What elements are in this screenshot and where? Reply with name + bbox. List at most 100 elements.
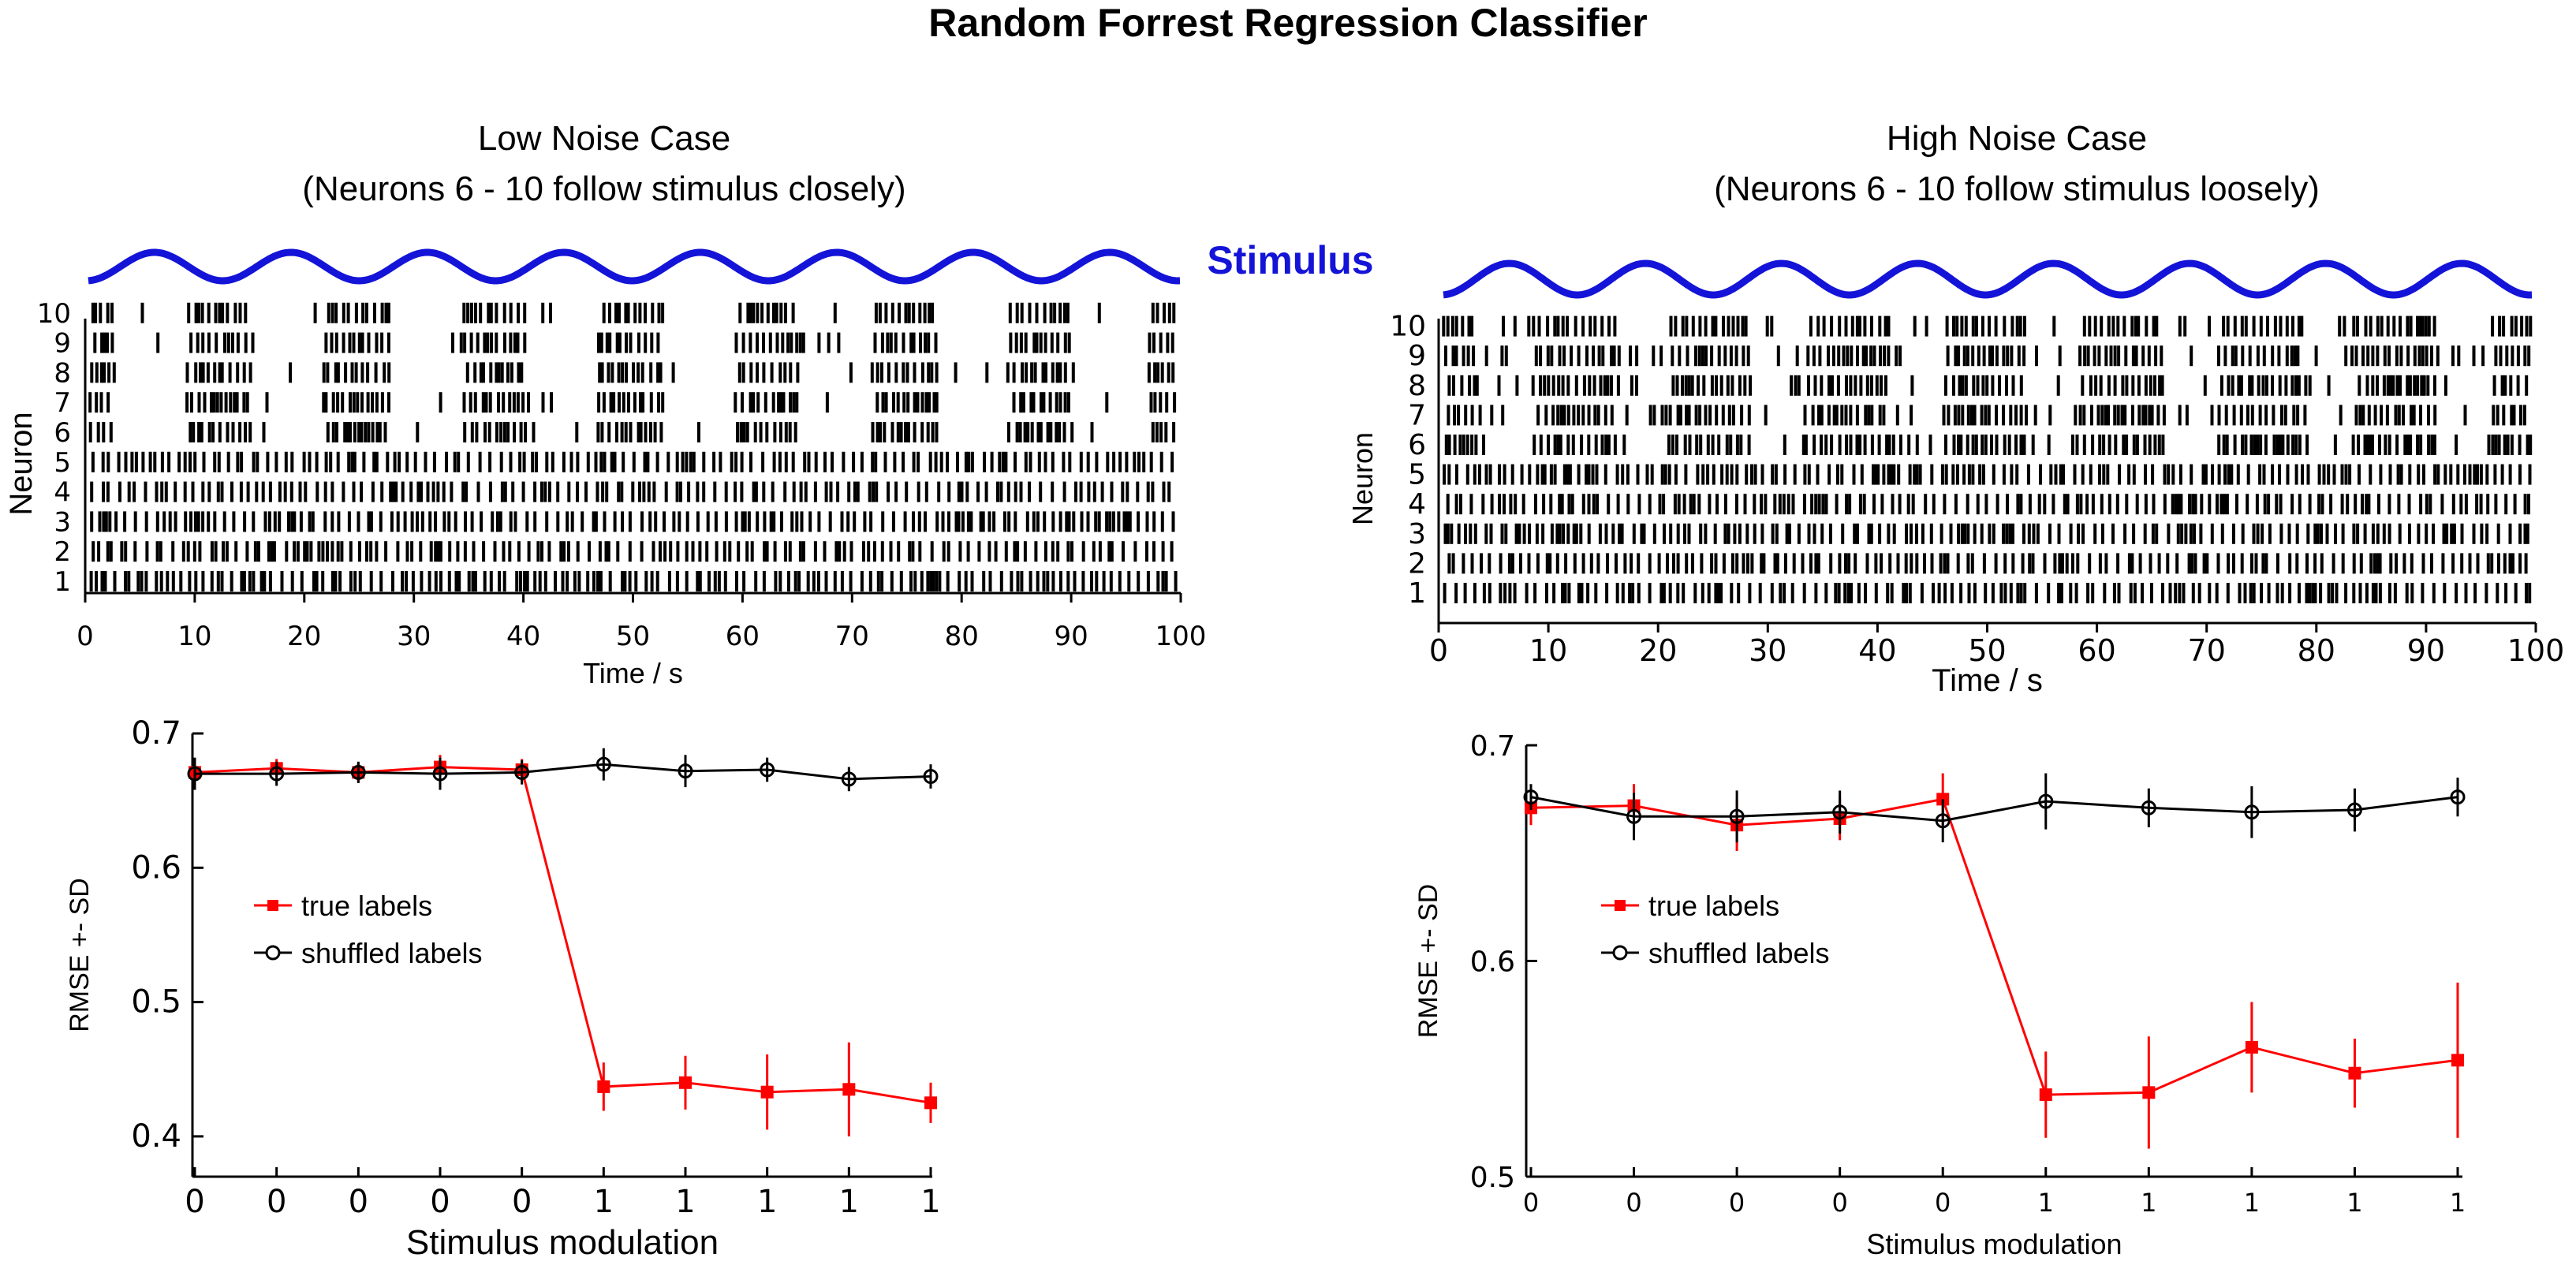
- x-tick-label: 80: [945, 621, 979, 652]
- x-tick-label: 60: [726, 621, 760, 652]
- spike-train-neuron-10: [91, 302, 1176, 323]
- y-tick-label: 0.5: [1470, 1162, 1515, 1194]
- legend-label: true labels: [1648, 890, 1779, 922]
- x-tick-label: 40: [506, 621, 540, 652]
- neuron-label-6: 6: [54, 417, 71, 449]
- neuron-label-6: 6: [1408, 429, 1426, 461]
- neuron-label-5: 5: [54, 447, 71, 479]
- data-point: [514, 764, 530, 780]
- spike-train-neuron-1: [1443, 583, 2532, 603]
- x-tick-label: 1: [594, 1184, 614, 1220]
- x-tick-label: 100: [2507, 633, 2565, 668]
- data-point: [1729, 808, 1745, 824]
- x-tick-label: 0: [512, 1184, 532, 1220]
- x-tick-label: 1: [920, 1184, 940, 1220]
- neuron-label-9: 9: [1408, 340, 1426, 372]
- data-point: [760, 1085, 774, 1099]
- legend-marker: [267, 900, 278, 911]
- x-axis-label: Time / s: [583, 657, 683, 689]
- legend-entry: shuffled labels: [254, 937, 483, 969]
- data-point: [1935, 813, 1951, 829]
- stimulus-wave: [88, 248, 1181, 285]
- x-tick-label: 30: [1749, 633, 1786, 668]
- x-tick-label: 30: [397, 621, 431, 652]
- x-tick-label: 0: [349, 1184, 368, 1220]
- figure-title: Random Forrest Regression Classifier: [928, 1, 1647, 45]
- spike-train-neuron-7: [88, 392, 1177, 413]
- y-axis-label: Neuron: [4, 412, 39, 515]
- raster-panel-top-left: Low Noise Case (Neurons 6 - 10 follow sti…: [4, 119, 1206, 689]
- legend-marker: [1612, 945, 1628, 961]
- spike-train-neuron-5: [1443, 464, 2532, 485]
- y-tick-label: 0.4: [131, 1118, 181, 1155]
- legend-label: shuffled labels: [301, 937, 483, 969]
- series-line: [194, 766, 931, 1104]
- data-point: [2450, 789, 2466, 805]
- spike-train-neuron-4: [1446, 494, 2530, 515]
- spike-train-neuron-10: [1442, 315, 2533, 337]
- x-tick-label: 0: [1626, 1188, 1641, 1218]
- x-tick-label: 70: [2188, 633, 2226, 668]
- neuron-label-8: 8: [54, 357, 71, 389]
- x-tick-label: 10: [1529, 633, 1567, 668]
- x-tick-label: 90: [2407, 633, 2445, 668]
- legend-label: true labels: [301, 890, 432, 922]
- spike-train-neuron-3: [1443, 523, 2529, 544]
- neuron-label-9: 9: [54, 328, 71, 360]
- x-tick-label: 1: [839, 1184, 859, 1220]
- data-point: [2141, 800, 2156, 815]
- legend-label: shuffled labels: [1648, 937, 1830, 969]
- panel-title-line: (Neurons 6 - 10 follow stimulus loosely): [1714, 170, 2320, 208]
- x-tick-label: 90: [1054, 621, 1088, 652]
- x-tick-label: 1: [2244, 1188, 2260, 1218]
- y-tick-label: 0.7: [1470, 730, 1515, 763]
- data-point: [679, 1076, 692, 1089]
- stimulus-wave: [1443, 259, 2533, 299]
- data-point: [187, 766, 203, 782]
- neuron-label-3: 3: [54, 506, 71, 538]
- data-point: [678, 763, 693, 779]
- data-point: [432, 766, 448, 782]
- neuron-label-3: 3: [1408, 518, 1426, 550]
- spike-train-neuron-6: [1444, 435, 2533, 455]
- neuron-label-7: 7: [54, 387, 71, 419]
- data-point: [841, 771, 857, 787]
- x-tick-label: 1: [757, 1184, 777, 1220]
- panel-title-line: High Noise Case: [1887, 119, 2147, 158]
- x-tick-label: 0: [267, 1184, 286, 1220]
- neuron-label-5: 5: [1408, 459, 1426, 491]
- y-axis-label: RMSE +- SD: [65, 878, 95, 1032]
- x-tick-label: 80: [2298, 633, 2335, 668]
- x-tick-label: 50: [616, 621, 650, 652]
- legend-entry: shuffled labels: [1601, 937, 1830, 969]
- y-tick-label: 0.5: [131, 984, 181, 1021]
- x-tick-label: 50: [1968, 633, 2006, 668]
- spike-train-neuron-5: [91, 451, 1174, 472]
- data-point: [597, 1080, 610, 1093]
- x-tick-label: 20: [287, 621, 321, 652]
- spike-train-neuron-2: [1447, 553, 2528, 574]
- x-tick-label: 100: [1155, 621, 1207, 652]
- x-tick-label: 0: [1523, 1188, 1539, 1218]
- spike-train-neuron-7: [1447, 405, 2526, 426]
- spike-train-neuron-9: [1444, 345, 2531, 367]
- data-point: [923, 768, 939, 784]
- x-axis-label: Stimulus modulation: [1866, 1228, 2122, 1260]
- x-tick-label: 0: [430, 1184, 450, 1220]
- neuron-label-7: 7: [1408, 399, 1426, 431]
- x-axis-label: Stimulus modulation: [406, 1223, 719, 1262]
- x-tick-label: 1: [2141, 1188, 2156, 1218]
- data-point: [2244, 804, 2260, 820]
- panel-title-line: Low Noise Case: [478, 119, 730, 158]
- data-point: [760, 762, 775, 778]
- data-point: [2142, 1086, 2156, 1099]
- neuron-label-4: 4: [54, 477, 71, 509]
- x-tick-label: 1: [2038, 1188, 2054, 1218]
- panel-title-line: (Neurons 6 - 10 follow stimulus closely): [302, 170, 905, 208]
- x-tick-label: 40: [1858, 633, 1896, 668]
- data-point: [595, 756, 611, 772]
- stimulus-label: Stimulus: [1207, 238, 1373, 282]
- y-tick-label: 0.6: [131, 849, 181, 886]
- data-point: [924, 1096, 937, 1110]
